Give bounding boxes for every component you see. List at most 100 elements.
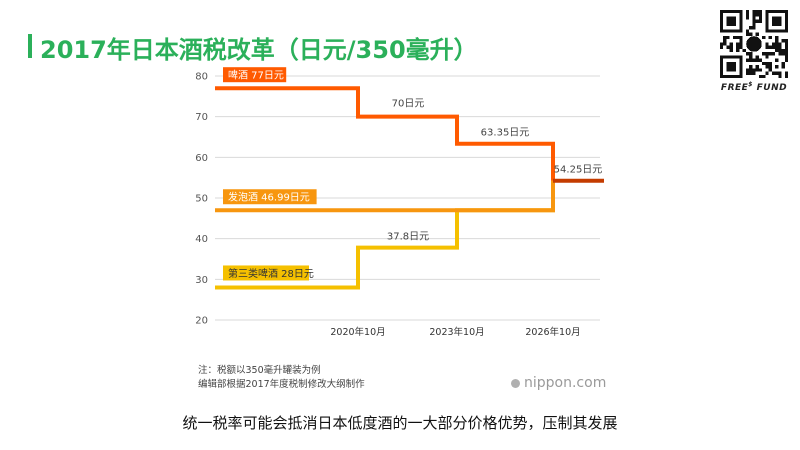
qr-finder-module xyxy=(732,74,737,78)
qr-module xyxy=(775,65,779,69)
qr-finder-module xyxy=(781,29,785,33)
qr-module xyxy=(755,58,759,62)
qr-module xyxy=(745,10,750,14)
qr-module xyxy=(778,48,782,53)
qr-module xyxy=(784,58,788,62)
qr-finder-module xyxy=(726,68,730,72)
qr-finder-module xyxy=(720,22,724,27)
qr-module xyxy=(752,71,756,75)
qr-module xyxy=(778,42,782,46)
qr-finder-module xyxy=(784,29,788,33)
qr-finder-module xyxy=(765,19,769,23)
qr-module xyxy=(768,45,772,49)
qr-module xyxy=(775,42,779,46)
qr-finder-module xyxy=(732,65,737,69)
qr-module xyxy=(758,13,763,17)
label-third-beer-start: 第三类啤酒 28日元 xyxy=(228,267,314,280)
qr-finder-module xyxy=(720,58,724,62)
qr-module xyxy=(745,32,750,36)
qr-finder-module xyxy=(729,22,733,27)
qr-finder-module xyxy=(736,74,740,78)
qr-module xyxy=(781,39,785,43)
qr-finder-module xyxy=(775,29,779,33)
qr-module xyxy=(775,48,779,53)
y-tick-label: 80 xyxy=(195,72,208,83)
qr-finder-module xyxy=(784,26,788,30)
qr-module xyxy=(784,52,788,56)
qr-module xyxy=(745,16,750,20)
qr-module xyxy=(752,22,756,27)
qr-finder-module xyxy=(720,65,724,69)
qr-finder-module xyxy=(765,29,769,33)
qr-finder-module xyxy=(771,16,776,20)
qr-finder-module xyxy=(726,16,730,20)
qr-module xyxy=(736,45,740,49)
qr-finder-module xyxy=(771,19,776,23)
qr-finder-module xyxy=(739,74,743,78)
qr-finder-module xyxy=(729,10,733,14)
y-tick-label: 60 xyxy=(195,153,208,164)
qr-finder-module xyxy=(739,29,743,33)
qr-finder-module xyxy=(768,10,772,14)
qr-finder-module xyxy=(778,19,782,23)
qr-finder-module xyxy=(775,22,779,27)
qr-module xyxy=(758,58,763,62)
qr-module xyxy=(758,74,763,78)
qr-module xyxy=(729,42,733,46)
qr-module xyxy=(775,71,779,75)
qr-finder-module xyxy=(723,55,727,59)
qr-module xyxy=(762,52,766,56)
y-tick-label: 30 xyxy=(195,275,208,286)
brand-name-sup: $ xyxy=(748,81,753,88)
qr-module xyxy=(749,52,753,56)
qr-finder-module xyxy=(720,13,724,17)
qr-finder-module xyxy=(739,22,743,27)
qr-module xyxy=(739,39,743,43)
qr-finder-module xyxy=(739,19,743,23)
qr-finder-module xyxy=(732,16,737,20)
qr-finder-module xyxy=(736,10,740,14)
label-third-beer-378: 37.8日元 xyxy=(387,232,429,243)
qr-finder-module xyxy=(781,10,785,14)
y-tick-label: 50 xyxy=(195,194,208,205)
qr-finder-module xyxy=(768,29,772,33)
qr-module xyxy=(758,19,763,23)
x-tick-label: 2020年10月 xyxy=(330,326,385,338)
qr-finder-module xyxy=(720,74,724,78)
qr-finder-module xyxy=(726,19,730,23)
x-tick-label: 2026年10月 xyxy=(525,326,580,338)
qr-module xyxy=(768,35,772,40)
qr-finder-module xyxy=(739,58,743,62)
label-beer-6335: 63.35日元 xyxy=(481,128,530,139)
qr-module xyxy=(765,65,769,69)
qr-module xyxy=(755,65,759,69)
qr-module xyxy=(768,65,772,69)
qr-module xyxy=(749,71,753,75)
label-final-5425: 54.25日元 xyxy=(554,165,603,176)
qr-finder-module xyxy=(720,71,724,75)
qr-module xyxy=(745,52,750,56)
qr-finder-module xyxy=(726,29,730,33)
qr-module xyxy=(749,26,753,30)
qr-module xyxy=(771,52,776,56)
y-tick-label: 70 xyxy=(195,112,208,123)
qr-finder-module xyxy=(726,10,730,14)
qr-finder-module xyxy=(729,68,733,72)
qr-finder-module xyxy=(726,22,730,27)
qr-module xyxy=(752,13,756,17)
qr-module xyxy=(749,55,753,59)
qr-module xyxy=(745,58,750,62)
qr-finder-module xyxy=(720,29,724,33)
qr-module xyxy=(784,39,788,43)
qr-finder-module xyxy=(765,26,769,30)
qr-module xyxy=(726,35,730,40)
qr-finder-module xyxy=(729,16,733,20)
qr-finder-module xyxy=(723,74,727,78)
qr-finder-module xyxy=(784,16,788,20)
qr-module xyxy=(771,71,776,75)
qr-module xyxy=(729,48,733,53)
qr-finder-module xyxy=(765,13,769,17)
qr-finder-module xyxy=(726,65,730,69)
qr-finder-module xyxy=(729,55,733,59)
qr-finder-module xyxy=(723,29,727,33)
